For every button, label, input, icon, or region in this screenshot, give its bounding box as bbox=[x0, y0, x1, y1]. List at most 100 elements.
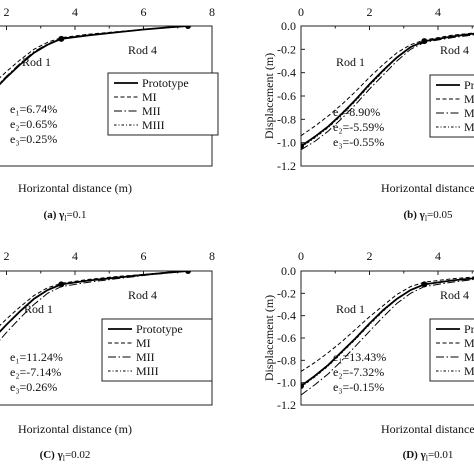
series-group bbox=[301, 276, 474, 396]
rod-joint-marker bbox=[421, 281, 428, 288]
panel-3: 02460.0-0.2-0.4-0.6-0.8-1.0-1.2Displacem… bbox=[262, 249, 474, 463]
rod-start-marker bbox=[301, 143, 304, 150]
y-tick-label: -0.6 bbox=[277, 331, 296, 345]
legend-label: MIII bbox=[464, 120, 474, 134]
caption-subscript: l bbox=[425, 214, 428, 223]
legend: ProtoMIMIIMIII bbox=[429, 318, 474, 382]
legend-label: MII bbox=[464, 106, 474, 120]
y-tick-label: -1.2 bbox=[277, 398, 296, 412]
x-tick-label: 4 bbox=[435, 5, 441, 19]
legend-label: MI bbox=[464, 336, 474, 350]
panel-caption: (D) γl=0.01 bbox=[403, 449, 454, 463]
y-tick-label: -0.4 bbox=[277, 66, 296, 80]
series-line-miii bbox=[0, 26, 189, 85]
rod-start-marker bbox=[301, 383, 304, 390]
caption-subscript: l bbox=[426, 454, 429, 463]
y-tick-label: 0.0 bbox=[281, 19, 296, 33]
series-line-mii bbox=[301, 278, 474, 396]
error-annotation: e₃=0.26% bbox=[10, 380, 57, 394]
x-tick-label: 2 bbox=[4, 5, 10, 19]
caption-tag: (D) γ bbox=[403, 449, 426, 461]
caption-value: =0.01 bbox=[428, 449, 453, 461]
series-line-mii bbox=[0, 271, 189, 341]
x-tick-label: 8 bbox=[209, 249, 215, 263]
error-annotation: e₂=-5.59% bbox=[333, 120, 384, 134]
error-annotation: e₁=6.74% bbox=[10, 102, 57, 116]
legend-label: MIII bbox=[136, 364, 159, 378]
rod-label-left: Rod 1 bbox=[22, 55, 51, 69]
series-group bbox=[0, 26, 192, 86]
series-line-mi bbox=[301, 276, 474, 372]
error-annotation: e₃=-0.55% bbox=[333, 135, 384, 149]
x-axis-label: Horizontal distance (m) bbox=[18, 422, 132, 436]
y-tick-label: -0.2 bbox=[277, 42, 296, 56]
x-tick-label: 2 bbox=[367, 249, 373, 263]
rod-end-marker bbox=[185, 271, 192, 274]
y-tick-label: -0.2 bbox=[277, 286, 296, 300]
x-tick-label: 8 bbox=[209, 5, 215, 19]
error-annotation: e₂=-7.14% bbox=[10, 365, 61, 379]
x-tick-label: 2 bbox=[367, 5, 373, 19]
series-line-prototype bbox=[301, 277, 474, 387]
caption-value: =0.02 bbox=[65, 449, 90, 461]
series-line-prototype bbox=[301, 32, 474, 147]
x-axis-label: Horizontal distance (m) bbox=[381, 181, 474, 195]
rod-label-left: Rod 1 bbox=[336, 55, 365, 69]
error-annotation: e₂=-7.32% bbox=[333, 365, 384, 379]
error-annotation: e₁=8.90% bbox=[333, 105, 380, 119]
rod-joint-marker bbox=[58, 281, 65, 288]
legend-label: Proto bbox=[464, 322, 474, 336]
x-axis-label: Horizontal distance (m) bbox=[381, 422, 474, 436]
rod-label-left: Rod 1 bbox=[24, 302, 53, 316]
legend-label: MII bbox=[136, 350, 155, 364]
legend-label: MI bbox=[142, 90, 157, 104]
x-tick-label: 6 bbox=[141, 5, 147, 19]
error-annotation: e₁=13.43% bbox=[333, 350, 386, 364]
legend-label: MII bbox=[464, 350, 474, 364]
y-tick-label: -1.2 bbox=[277, 159, 296, 173]
x-tick-label: 4 bbox=[72, 5, 78, 19]
legend-label: MIII bbox=[142, 118, 165, 132]
series-line-mi bbox=[0, 26, 189, 79]
legend-label: MI bbox=[136, 336, 151, 350]
x-tick-label: 0 bbox=[298, 5, 304, 19]
x-tick-label: 4 bbox=[72, 249, 78, 263]
error-annotation: e₂=0.65% bbox=[10, 117, 57, 131]
legend: ProtoMIMIIMIII bbox=[429, 74, 474, 138]
y-tick-label: -0.8 bbox=[277, 353, 296, 367]
error-annotation: e₃=-0.15% bbox=[333, 380, 384, 394]
x-tick-label: 2 bbox=[4, 249, 10, 263]
error-annotation: e₃=0.25% bbox=[10, 132, 57, 146]
legend-label: Prototype bbox=[136, 322, 183, 336]
caption-tag: (a) γ bbox=[44, 209, 65, 221]
legend-label: Prototype bbox=[142, 76, 189, 90]
caption-value: =0.05 bbox=[427, 209, 453, 221]
legend-label: MIII bbox=[464, 364, 474, 378]
rod-label-right: Rod 4 bbox=[440, 288, 469, 302]
y-tick-label: 0.0 bbox=[281, 264, 296, 278]
series-group bbox=[0, 271, 192, 341]
series-line-prototype bbox=[0, 271, 189, 333]
y-tick-label: -0.6 bbox=[277, 89, 296, 103]
rod-end-marker bbox=[185, 26, 192, 29]
legend-label: Proto bbox=[464, 78, 474, 92]
x-tick-label: 0 bbox=[298, 249, 304, 263]
rod-label-left: Rod 1 bbox=[336, 302, 365, 316]
series-line-mi bbox=[301, 32, 474, 137]
x-axis-label: Horizontal distance (m) bbox=[18, 181, 132, 195]
x-tick-label: 6 bbox=[141, 249, 147, 263]
caption-subscript: l bbox=[63, 454, 66, 463]
rod-joint-marker bbox=[421, 38, 428, 45]
y-axis-label: Displacement (m) bbox=[262, 295, 276, 381]
series-line-mi bbox=[0, 271, 189, 327]
y-axis-label: Displacement (m) bbox=[262, 53, 276, 139]
caption-value: =0.1 bbox=[67, 209, 87, 221]
panel-caption: (C) γl=0.02 bbox=[40, 449, 91, 463]
series-line-mii bbox=[301, 34, 474, 151]
rod-label-right: Rod 4 bbox=[128, 43, 157, 57]
